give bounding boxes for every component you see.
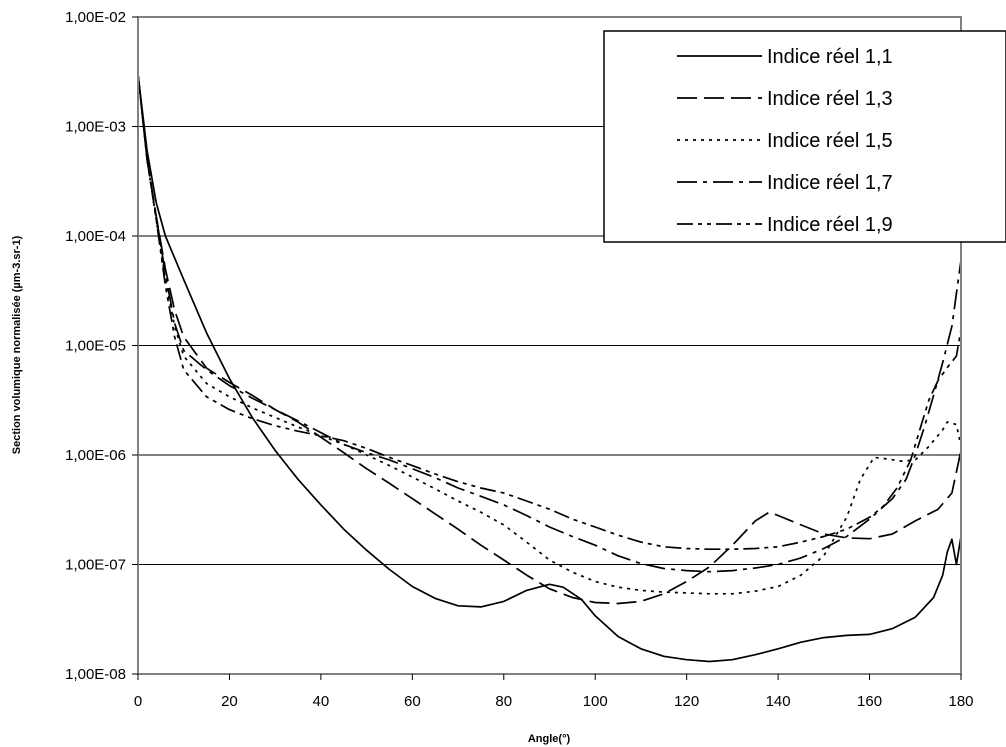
x-tick-label: 60	[404, 693, 421, 710]
x-tick-label: 160	[857, 693, 882, 710]
series-line-4	[137, 74, 962, 573]
y-tick-label: 1,00E-02	[65, 9, 126, 26]
x-tick-label: 180	[948, 693, 973, 710]
legend-box	[603, 30, 1006, 243]
y-tick-label: 1,00E-06	[65, 447, 126, 464]
y-tick-label: 1,00E-05	[65, 338, 126, 355]
y-tick-label: 1,00E-04	[65, 228, 126, 245]
grid-lines	[138, 126, 961, 565]
legend-label: Indice réel 1,9	[767, 214, 893, 236]
legend-label: Indice réel 1,7	[767, 172, 893, 194]
x-tick-label: 80	[495, 693, 512, 710]
y-tick-label: 1,00E-08	[65, 666, 126, 683]
y-tick-label: 1,00E-07	[65, 557, 126, 574]
y-axis-ticks: 1,00E-08 1,00E-07 1,00E-06 1,00E-05 1,00E-04…	[65, 9, 138, 683]
x-tick-label: 20	[221, 693, 238, 710]
x-tick-label: 100	[583, 693, 608, 710]
x-tick-label: 0	[134, 693, 142, 710]
series-line-1	[137, 74, 962, 663]
legend-label: Indice réel 1,5	[767, 130, 893, 152]
series-line-5	[137, 74, 962, 551]
x-tick-label: 40	[313, 693, 330, 710]
y-axis-label: Section volumique normalisée (µm-3.sr-1)	[11, 235, 23, 454]
legend-label: Indice réel 1,3	[767, 88, 893, 110]
y-tick-label: 1,00E-03	[65, 119, 126, 136]
x-tick-label: 120	[674, 693, 699, 710]
x-axis-ticks: 0 20 40 60 80 100 120 140 160 180	[134, 674, 974, 710]
x-axis-label: Angle(°)	[528, 733, 571, 745]
x-tick-label: 140	[766, 693, 791, 710]
legend: Indice réel 1,1 Indice réel 1,3 Indice rée…	[603, 30, 1006, 243]
legend-label: Indice réel 1,1	[767, 46, 893, 68]
series-group	[137, 74, 962, 663]
